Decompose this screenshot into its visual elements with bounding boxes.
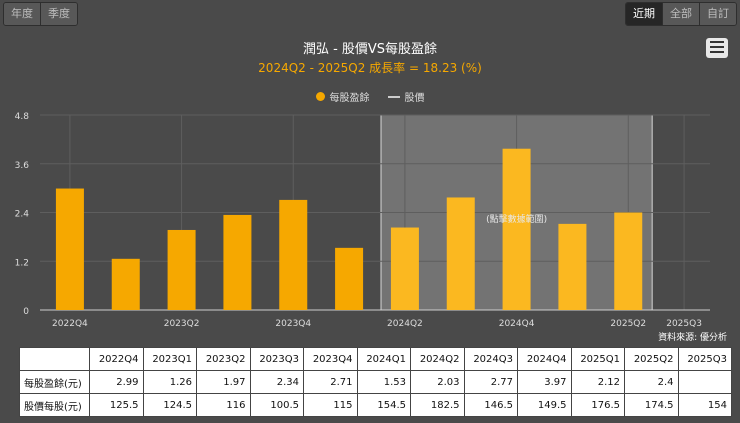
table-cell: 182.5	[410, 393, 465, 417]
x-tick-label: 2025Q3	[666, 319, 702, 329]
y-tick-label: 4.8	[15, 112, 30, 122]
recent-button[interactable]: 近期	[626, 3, 663, 25]
y-tick-label: 1.2	[15, 258, 29, 268]
table-header-cell: 2023Q1	[142, 347, 197, 371]
legend: 每股盈餘 股價	[0, 89, 740, 104]
chart-title: 潤弘 - 股價VS每股盈餘	[302, 42, 438, 57]
table-cell: 154.5	[356, 393, 411, 417]
table-cell: 115	[303, 393, 358, 417]
bar-2024Q1	[335, 247, 364, 310]
y-tick-label: 0	[23, 307, 29, 317]
table-cell: 3.97	[517, 370, 572, 394]
table-header-cell: 2023Q3	[249, 347, 304, 371]
table-cell: 1.26	[142, 370, 197, 394]
bar-2023Q2	[167, 229, 196, 310]
period-toggle: 年度 季度	[3, 2, 78, 26]
table-cell: 174.5	[624, 393, 679, 417]
table-cell: 116	[196, 393, 251, 417]
all-button[interactable]: 全部	[663, 3, 700, 25]
range-toggle: 近期 全部 自訂	[625, 2, 737, 26]
menu-icon[interactable]	[706, 38, 728, 58]
table-cell: 2.4	[624, 370, 679, 394]
legend-label-price: 股價	[404, 93, 425, 104]
legend-line-icon	[387, 95, 400, 98]
legend-dot-icon	[315, 92, 325, 101]
legend-item-eps[interactable]: 每股盈餘	[315, 89, 370, 104]
legend-label-eps: 每股盈餘	[329, 93, 370, 104]
data-source: 資料來源: 優分析	[658, 333, 727, 343]
y-tick-label: 2.4	[15, 210, 30, 220]
custom-button[interactable]: 自訂	[700, 3, 736, 25]
table-cell: 1.97	[196, 370, 251, 394]
table-header-row: 2022Q4 2023Q1 2023Q2 2023Q3 2023Q4 2024Q1 2024…	[19, 347, 732, 371]
bar-2023Q4	[279, 199, 308, 310]
table-header-cell: 2023Q4	[303, 347, 358, 371]
bar-2025Q1	[558, 223, 587, 310]
bar-2023Q1	[111, 258, 140, 310]
table-row: 每股盈餘(元) 2.99 1.26 1.97 2.34 2.71 1.53 2.03 2.77 3…	[19, 370, 732, 394]
data-table: 2022Q4 2023Q1 2023Q2 2023Q3 2023Q4 2024Q1 2024…	[19, 347, 732, 417]
chart-subtitle: 2024Q2 - 2025Q2 成長率 = 18.23 (%)	[258, 61, 482, 75]
bar-2023Q3	[223, 214, 252, 310]
highlight-label: (點擊數據範圍)	[486, 213, 547, 225]
table-cell: 125.5	[89, 393, 144, 417]
legend-item-price[interactable]: 股價	[387, 89, 425, 104]
table-header-cell: 2024Q3	[463, 347, 518, 371]
table-header-cell: 2025Q3	[677, 347, 732, 371]
table-header-cell: 2024Q4	[517, 347, 572, 371]
table-cell: 2.71	[303, 370, 358, 394]
table-header-cell: 2022Q4	[89, 347, 144, 371]
quarterly-button[interactable]: 季度	[41, 3, 77, 25]
table-header-cell: 2024Q2	[410, 347, 465, 371]
x-tick-label: 2024Q2	[387, 319, 423, 329]
table-cell: 154	[677, 393, 732, 417]
table-corner	[19, 347, 90, 371]
bar-2024Q3	[446, 197, 475, 310]
table-row: 股價每股(元) 125.5 124.5 116 100.5 115 154.5 182.5 14…	[19, 393, 732, 417]
table-header-cell: 2023Q2	[196, 347, 251, 371]
table-row-label: 股價每股(元)	[19, 393, 90, 417]
table-header-cell: 2024Q1	[356, 347, 411, 371]
bar-chart: 0 1.2 2.4 3.6 4.8 (點擊數據範圍) 2022Q4 2023Q2 2023Q4 2…	[15, 112, 710, 329]
x-tick-label: 2023Q4	[275, 319, 311, 329]
table-header-cell: 2025Q1	[570, 347, 625, 371]
x-tick-label: 2023Q2	[164, 319, 200, 329]
table-cell: 2.77	[463, 370, 518, 394]
annual-button[interactable]: 年度	[4, 3, 41, 25]
bar-2022Q4	[55, 188, 84, 310]
bar-2024Q4	[502, 148, 531, 310]
table-cell: 2.34	[249, 370, 304, 394]
table-cell: 1.53	[356, 370, 411, 394]
table-cell: 2.03	[410, 370, 465, 394]
table-row-label: 每股盈餘(元)	[19, 370, 90, 394]
table-cell: 2.99	[89, 370, 144, 394]
bar-2024Q2	[390, 227, 419, 310]
table-cell: 176.5	[570, 393, 625, 417]
x-tick-label: 2024Q4	[499, 319, 535, 329]
table-header-cell: 2025Q2	[624, 347, 679, 371]
y-tick-label: 3.6	[15, 161, 30, 171]
table-cell: 2.12	[570, 370, 625, 394]
table-cell: 124.5	[142, 393, 197, 417]
x-tick-label: 2025Q2	[610, 319, 646, 329]
table-cell: 100.5	[249, 393, 304, 417]
x-tick-label: 2022Q4	[52, 319, 88, 329]
table-cell: 146.5	[463, 393, 518, 417]
bar-2025Q2	[614, 212, 643, 310]
table-cell	[677, 370, 732, 394]
table-cell: 149.5	[517, 393, 572, 417]
